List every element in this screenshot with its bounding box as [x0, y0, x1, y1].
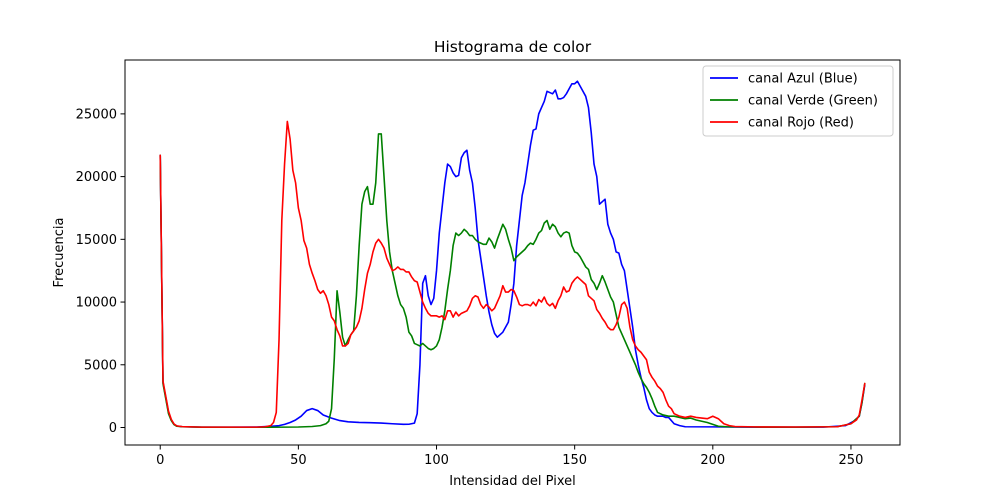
y-tick-label: 5000 [84, 358, 117, 373]
y-tick-label: 0 [109, 421, 117, 436]
x-tick-label: 0 [156, 453, 164, 468]
series-line-3 [159, 120, 866, 428]
x-axis-label: Intensidad del Pixel [449, 474, 575, 489]
y-axis: 0 5000 10000 15000 20000 25000 [76, 107, 125, 436]
legend-box [702, 65, 894, 137]
x-tick-label: 250 [839, 453, 864, 468]
series-layer [159, 80, 866, 429]
y-axis-label: Frecuencia [52, 218, 67, 288]
y-tick-label: 15000 [76, 233, 117, 248]
x-tick-label: 100 [424, 453, 449, 468]
legend-label-1: canal Azul (Blue) [748, 72, 858, 87]
legend-label-3: canal Rojo (Red) [748, 116, 854, 131]
y-tick-label: 10000 [76, 296, 117, 311]
y-tick-label: 25000 [76, 107, 117, 122]
y-tick-label: 20000 [76, 170, 117, 185]
plot-area-frame [124, 59, 901, 446]
legend: canal Azul (Blue) canal Verde (Green) cana… [702, 65, 894, 137]
legend-items: canal Azul (Blue) canal Verde (Green) cana… [710, 72, 878, 131]
legend-label-2: canal Verde (Green) [748, 94, 878, 109]
x-tick-label: 200 [700, 453, 725, 468]
x-tick-label: 150 [562, 453, 587, 468]
x-tick-label: 50 [290, 453, 307, 468]
series-line-2 [159, 133, 866, 429]
series-line-1 [159, 80, 866, 428]
chart-title: Histograma de color [434, 38, 592, 56]
x-axis: 0 50 100 150 200 250 [156, 445, 863, 468]
